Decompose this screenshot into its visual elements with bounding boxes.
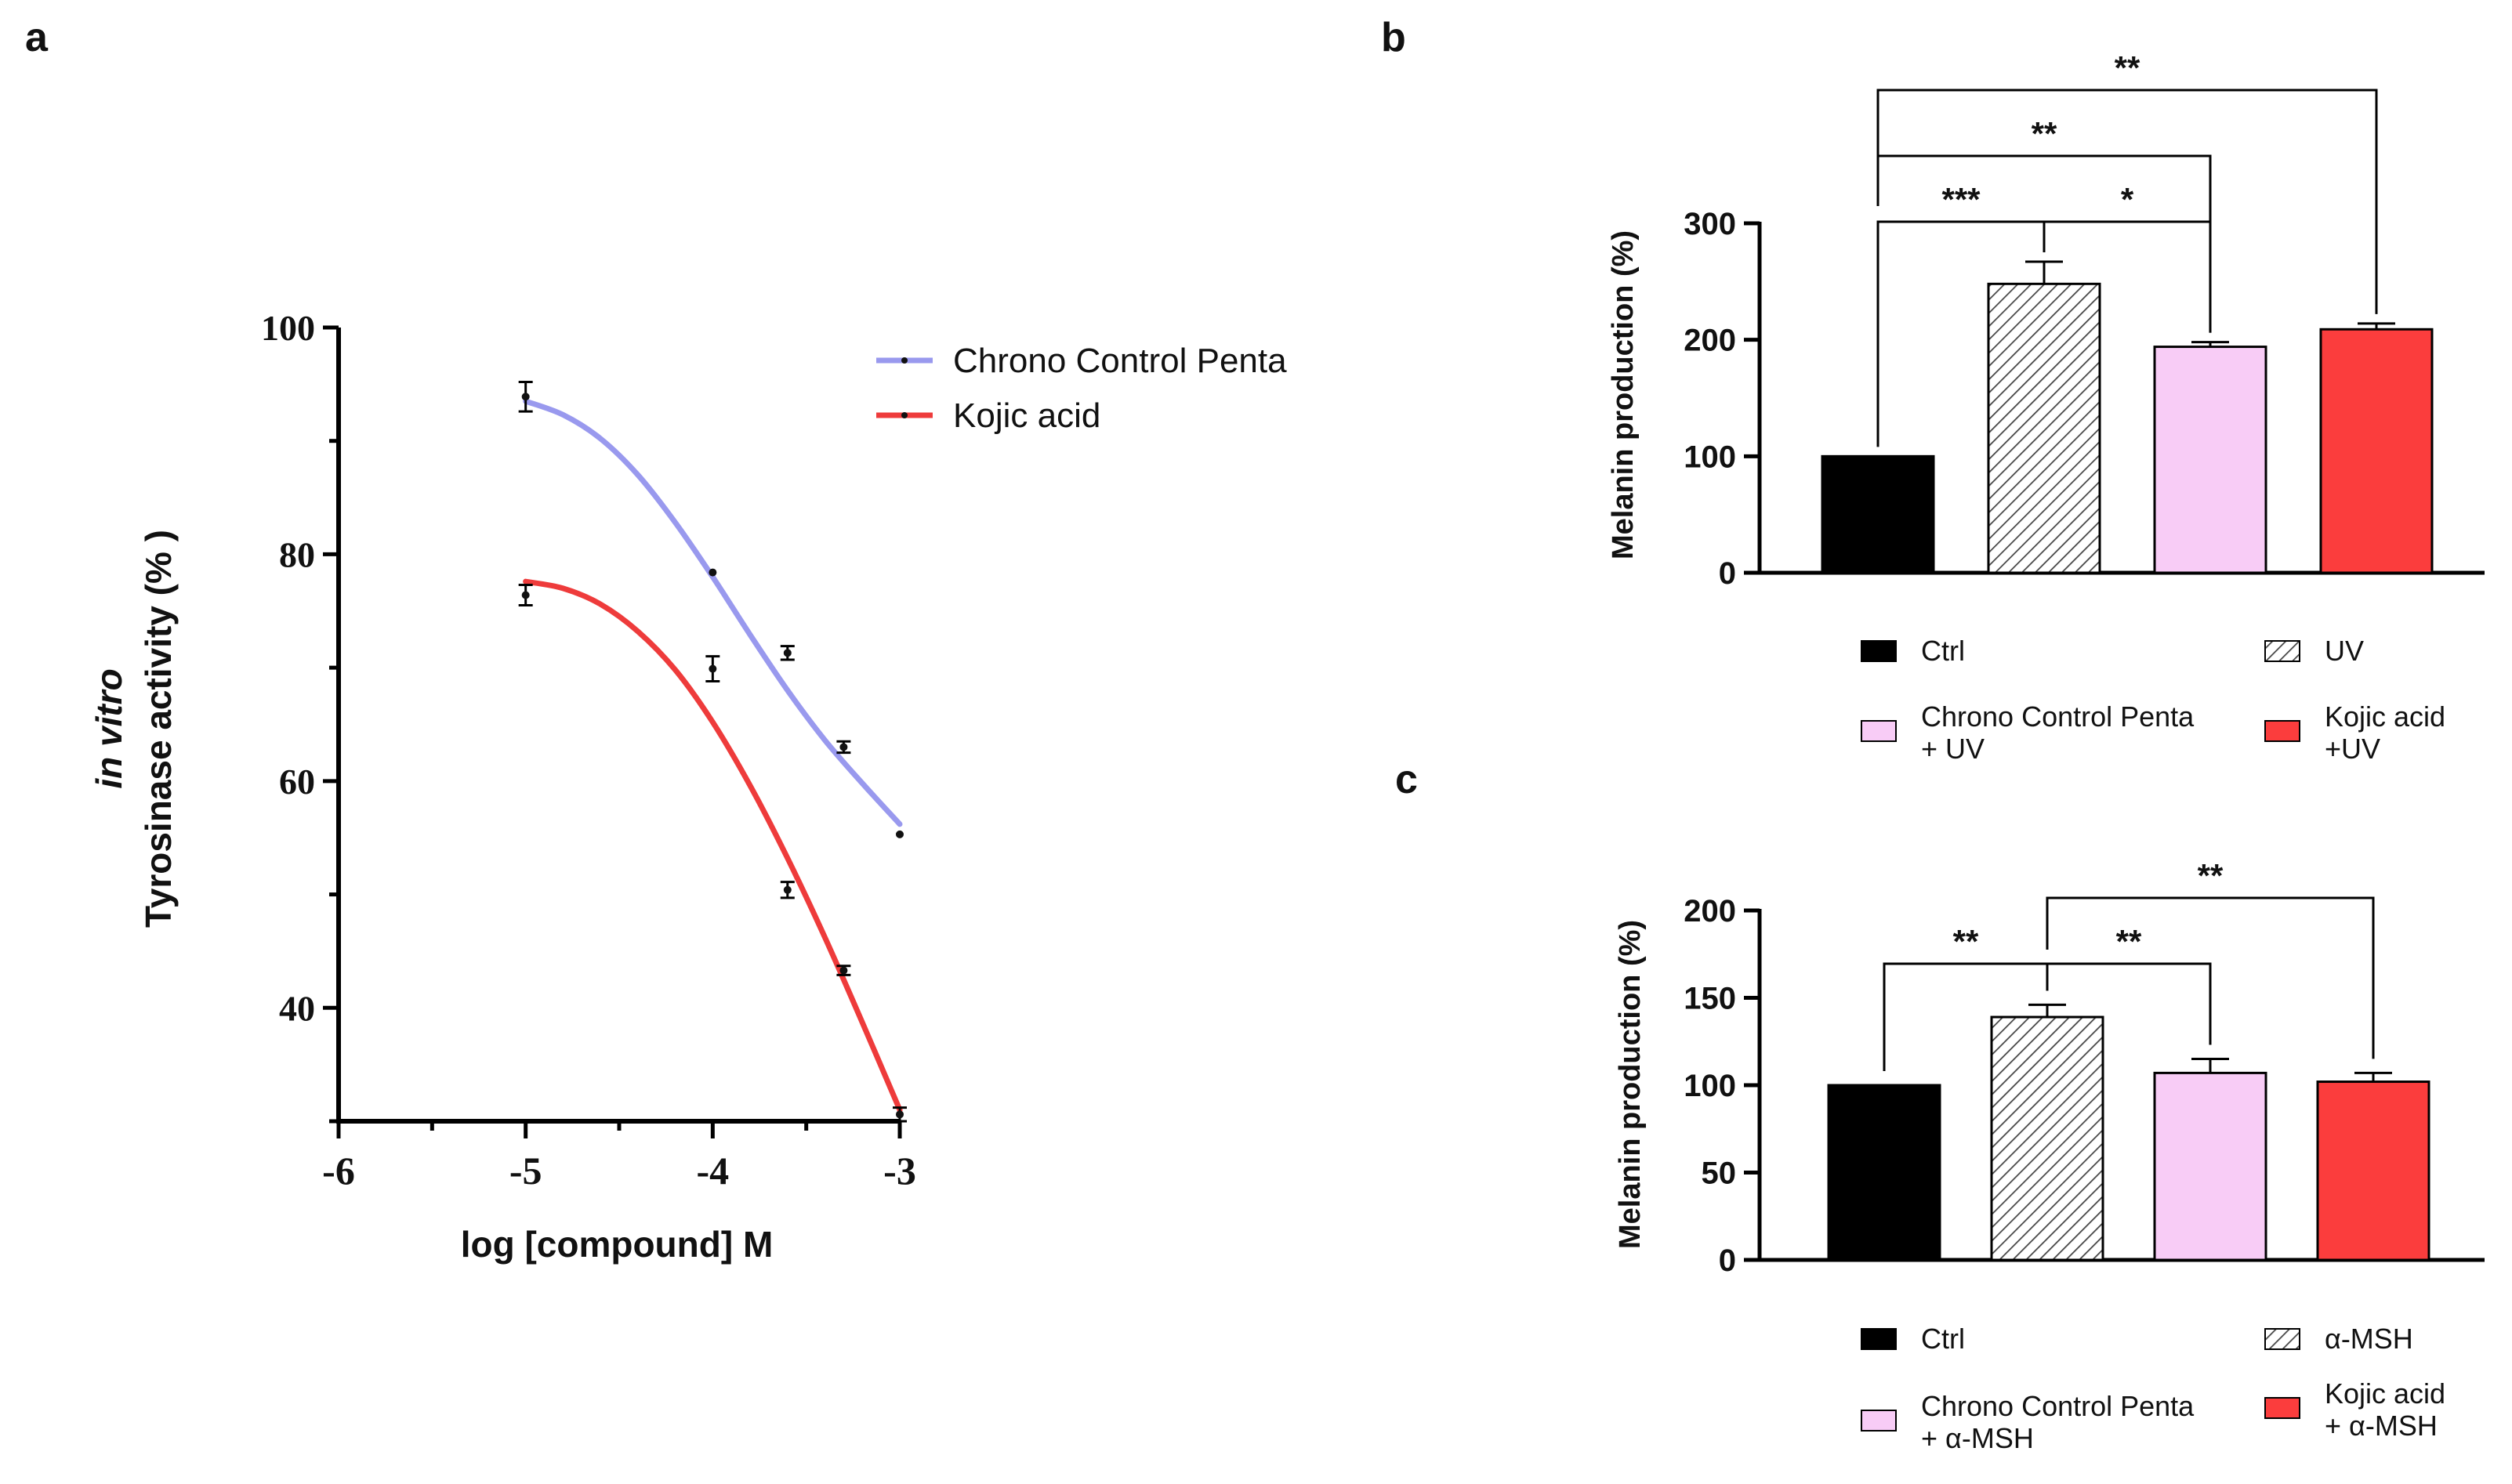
panel-b-y-axis-label: Melanin production (%) [1607, 230, 1640, 559]
panel-b-significance-label: ** [2115, 49, 2140, 86]
panel-c-legend-label: α-MSH [2325, 1323, 2413, 1355]
panel-c-legend-label: Chrono Control Penta [1921, 1390, 2195, 1422]
panel-c-significance-label: ** [1953, 923, 1979, 960]
panel-c-y-tick-label: 200 [1684, 894, 1736, 928]
panel-c-plot-area: 0 50 100 150 200 ** ** ** [1684, 857, 2485, 1278]
panel-b-legend-swatch [1861, 640, 1897, 662]
panel-c-bar-chart: c 0 50 100 150 200 ** ** ** Melanin production … [1395, 757, 2485, 1454]
panel-a-line-chart: a 40 60 80 100 -6 -5 -4 -3 in vitro Tyrosinase … [25, 15, 1287, 1265]
a-legend-marker [901, 412, 908, 418]
panel-b-bar [1821, 454, 1935, 574]
a-x-tick-label: -3 [883, 1149, 916, 1193]
panel-c-y-tick-label: 50 [1702, 1156, 1737, 1191]
panel-b-legend-swatch [2264, 720, 2300, 742]
panel-b-legend-label: Chrono Control Penta [1921, 700, 2195, 733]
panel-c-significance-bracket [2046, 896, 2375, 1059]
panel-a-y-axis-label-italic: in vitro [89, 668, 129, 788]
panel-b-significance-label: *** [1941, 181, 1981, 218]
a-legend-label: Kojic acid [953, 396, 1100, 435]
panel-b-significance-label: * [2121, 181, 2134, 218]
a-data-point [709, 568, 717, 577]
panel-c-y-tick-label: 150 [1684, 982, 1736, 1016]
a-x-tick-label: -6 [322, 1149, 355, 1193]
panel-c-legend-swatch [1861, 1328, 1897, 1350]
panel-a-plot-area: 40 60 80 100 -6 -5 -4 -3 [261, 308, 916, 1193]
a-data-point [521, 591, 530, 599]
panel-c-legend-label: Ctrl [1921, 1323, 1965, 1355]
panel-b-legend: Ctrl UV Chrono Control Penta+ UV Kojic acid… [1861, 635, 2445, 765]
panel-b-legend-label: Ctrl [1921, 635, 1965, 667]
panel-c-legend-label: + α-MSH [2325, 1410, 2438, 1442]
panel-c-legend-label: Kojic acid [2325, 1377, 2445, 1410]
a-data-point [839, 966, 848, 975]
panel-c-y-axis-label: Melanin production (%) [1614, 920, 1647, 1249]
panel-b-label: b [1381, 15, 1406, 60]
panel-b-bar [1987, 282, 2101, 574]
panel-c-bar [2153, 1071, 2267, 1261]
a-data-point [709, 664, 717, 673]
panel-b-legend-label: UV [2325, 635, 2364, 667]
a-data-point [896, 1110, 904, 1119]
panel-c-significance-bracket [2046, 962, 2212, 1045]
a-data-point [896, 830, 904, 838]
panel-b-significance-bracket [1876, 89, 2378, 314]
a-legend-marker [901, 357, 908, 364]
a-y-tick-label: 100 [261, 308, 315, 348]
panel-b-legend-label: +UV [2325, 733, 2380, 765]
panel-c-bar [2316, 1080, 2430, 1261]
panel-c-legend-swatch [2264, 1328, 2300, 1350]
a-data-point [783, 885, 792, 894]
a-legend-label: Chrono Control Penta [953, 342, 1287, 380]
a-x-tick-label: -4 [697, 1149, 730, 1193]
a-data-point [783, 649, 792, 657]
panel-a-y-axis-label: Tyrosinase activity (% ) [138, 530, 179, 928]
panel-b-y-tick-label: 300 [1684, 207, 1736, 241]
a-data-point [521, 393, 530, 401]
panel-c-label: c [1395, 757, 1418, 802]
panel-c-significance-label: ** [2198, 857, 2224, 894]
panel-b-y-tick-label: 100 [1684, 440, 1736, 474]
panel-c-significance-label: ** [2116, 923, 2142, 960]
panel-c-bar [1827, 1084, 1941, 1261]
panel-b-y-tick-label: 200 [1684, 324, 1736, 358]
panel-a-legend: Chrono Control Penta Kojic acid [876, 342, 1287, 435]
a-y-tick-label: 60 [279, 762, 315, 802]
panel-b-bar [2153, 346, 2267, 574]
panel-c-legend-swatch [1861, 1410, 1897, 1432]
a-y-tick-label: 40 [279, 988, 315, 1028]
panel-a-label: a [25, 15, 49, 60]
a-series-line-kojic-acid [523, 578, 903, 1113]
panel-b-legend-swatch [1861, 720, 1897, 742]
panel-b-significance-label: ** [2032, 115, 2057, 152]
panel-a-x-axis-label: log [compound] M [461, 1224, 774, 1265]
panel-c-y-tick-label: 0 [1719, 1243, 1736, 1278]
panel-b-legend-label: + UV [1921, 733, 1985, 765]
a-x-tick-label: -5 [509, 1149, 542, 1193]
panel-b-legend-swatch [2264, 640, 2300, 662]
panel-b-legend-label: Kojic acid [2325, 700, 2445, 733]
panel-b-y-tick-label: 0 [1719, 556, 1736, 591]
panel-b-bar [2319, 328, 2434, 574]
panel-c-y-tick-label: 100 [1684, 1069, 1736, 1103]
panel-c-legend-swatch [2264, 1397, 2300, 1419]
a-series-line-chrono-control-penta [523, 398, 903, 827]
a-data-point [839, 743, 848, 751]
a-y-tick-label: 80 [279, 534, 315, 574]
panel-c-bar [1990, 1015, 2104, 1261]
panel-c-legend-label: + α-MSH [1921, 1422, 2034, 1454]
